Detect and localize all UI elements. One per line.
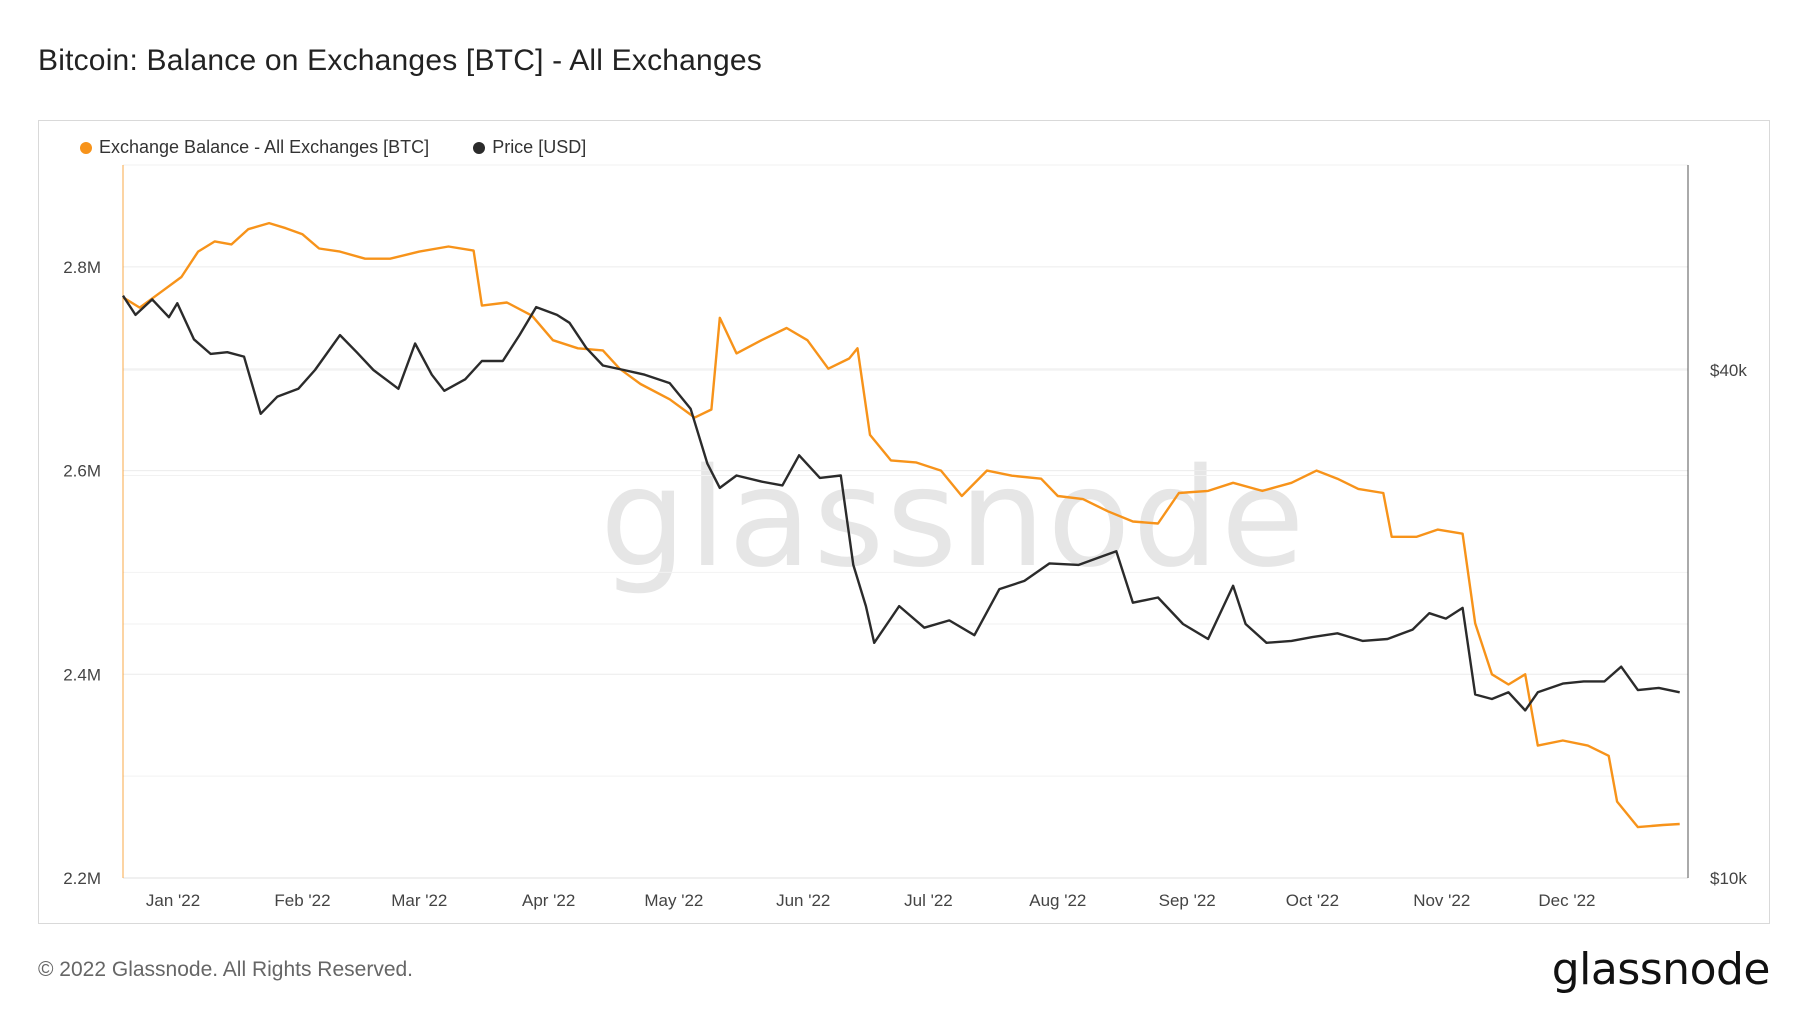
- x-tick-label: Nov '22: [1413, 891, 1470, 910]
- legend-marker-exchange-balance: [80, 141, 92, 154]
- watermark: glassnode: [600, 440, 1307, 598]
- y-left-tick-label: 2.8M: [63, 258, 101, 277]
- legend-label-exchange-balance: Exchange Balance - All Exchanges [BTC]: [99, 137, 430, 157]
- series-lines: [121, 221, 1680, 829]
- y-right-tick-label: $10k: [1710, 869, 1747, 888]
- price-line[interactable]: [121, 295, 1680, 712]
- x-tick-label: Jan '22: [146, 891, 200, 910]
- glassnode-logo[interactable]: glassnode: [1551, 944, 1771, 995]
- copyright-text: © 2022 Glassnode. All Rights Reserved.: [38, 958, 414, 981]
- x-tick-label: Aug '22: [1029, 891, 1086, 910]
- tick-labels: 2.2M 2.4M 2.6M 2.8M $10k $40k Jan '22 Feb '22 Ma…: [63, 258, 1747, 910]
- y-right-tick-label: $40k: [1710, 361, 1747, 380]
- legend-marker-price: [473, 141, 486, 154]
- x-tick-label: Oct '22: [1286, 891, 1339, 910]
- legend-item-price[interactable]: Price [USD]: [473, 137, 586, 158]
- x-tick-label: May '22: [644, 891, 703, 910]
- x-tick-label: Apr '22: [522, 891, 575, 910]
- y-left-tick-label: 2.4M: [63, 665, 101, 684]
- chart-panel: [38, 120, 1770, 924]
- legend-item-exchange-balance[interactable]: Exchange Balance - All Exchanges [BTC]: [80, 137, 429, 158]
- legend-label-price: Price [USD]: [492, 137, 587, 157]
- exchange-balance-line[interactable]: [122, 221, 1680, 829]
- x-tick-label: Mar '22: [391, 891, 447, 910]
- y-left-tick-label: 2.2M: [63, 869, 101, 888]
- gridlines: [123, 266, 1688, 879]
- x-tick-label: Jun '22: [776, 891, 830, 910]
- x-tick-label: Sep '22: [1159, 891, 1216, 910]
- axes: [122, 164, 1689, 879]
- x-tick-label: Jul '22: [904, 891, 953, 910]
- y-left-tick-label: 2.6M: [63, 462, 101, 481]
- x-tick-label: Dec '22: [1538, 891, 1595, 910]
- legend: Exchange Balance - All Exchanges [BTC] P…: [80, 137, 586, 158]
- x-tick-label: Feb '22: [274, 891, 330, 910]
- chart-title: Bitcoin: Balance on Exchanges [BTC] - Al…: [38, 44, 762, 77]
